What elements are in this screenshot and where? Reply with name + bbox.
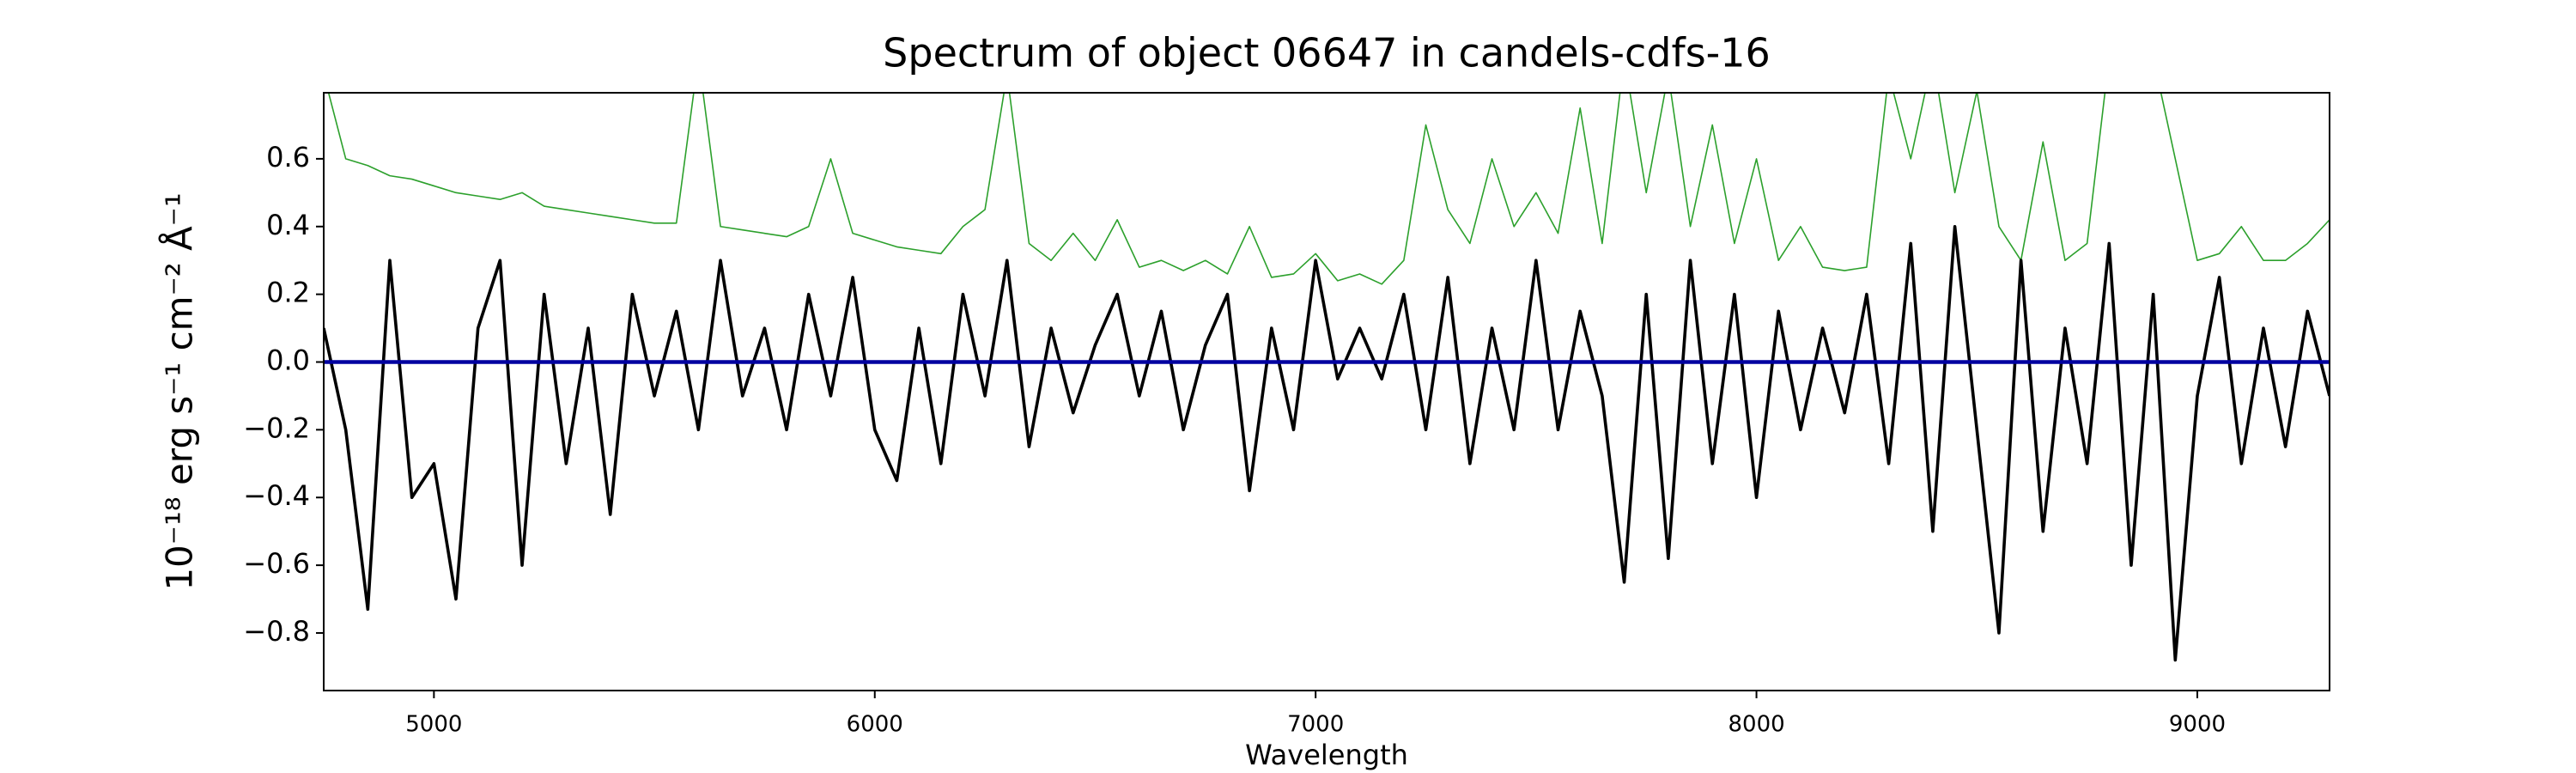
y-tick-label: −0.4 <box>243 479 310 512</box>
y-axis-label: 10⁻¹⁸ erg s⁻¹ cm⁻² Å⁻¹ <box>158 192 201 590</box>
y-tick-label: −0.2 <box>243 411 310 444</box>
y-tick-label: −0.8 <box>243 615 310 648</box>
plot-area <box>324 93 2330 662</box>
x-axis-label: Wavelength <box>1245 739 1408 771</box>
y-tick-label: 0.0 <box>266 344 310 376</box>
x-tick-label: 9000 <box>2169 712 2226 738</box>
spectrum-line <box>324 224 2330 662</box>
y-tick-label: −0.6 <box>243 547 310 580</box>
chart-title: Spectrum of object 06647 in candels-cdfs… <box>883 30 1771 76</box>
x-tick-label: 6000 <box>847 712 903 738</box>
spectrum-line <box>327 93 2330 285</box>
y-tick-label: 0.4 <box>266 209 310 241</box>
x-tick-label: 5000 <box>405 712 462 738</box>
x-tick-label: 7000 <box>1287 712 1344 738</box>
y-tick-label: 0.2 <box>266 277 310 309</box>
x-tick-label: 8000 <box>1728 712 1784 738</box>
plot-frame <box>323 92 2330 691</box>
y-tick-label: 0.6 <box>266 141 310 173</box>
